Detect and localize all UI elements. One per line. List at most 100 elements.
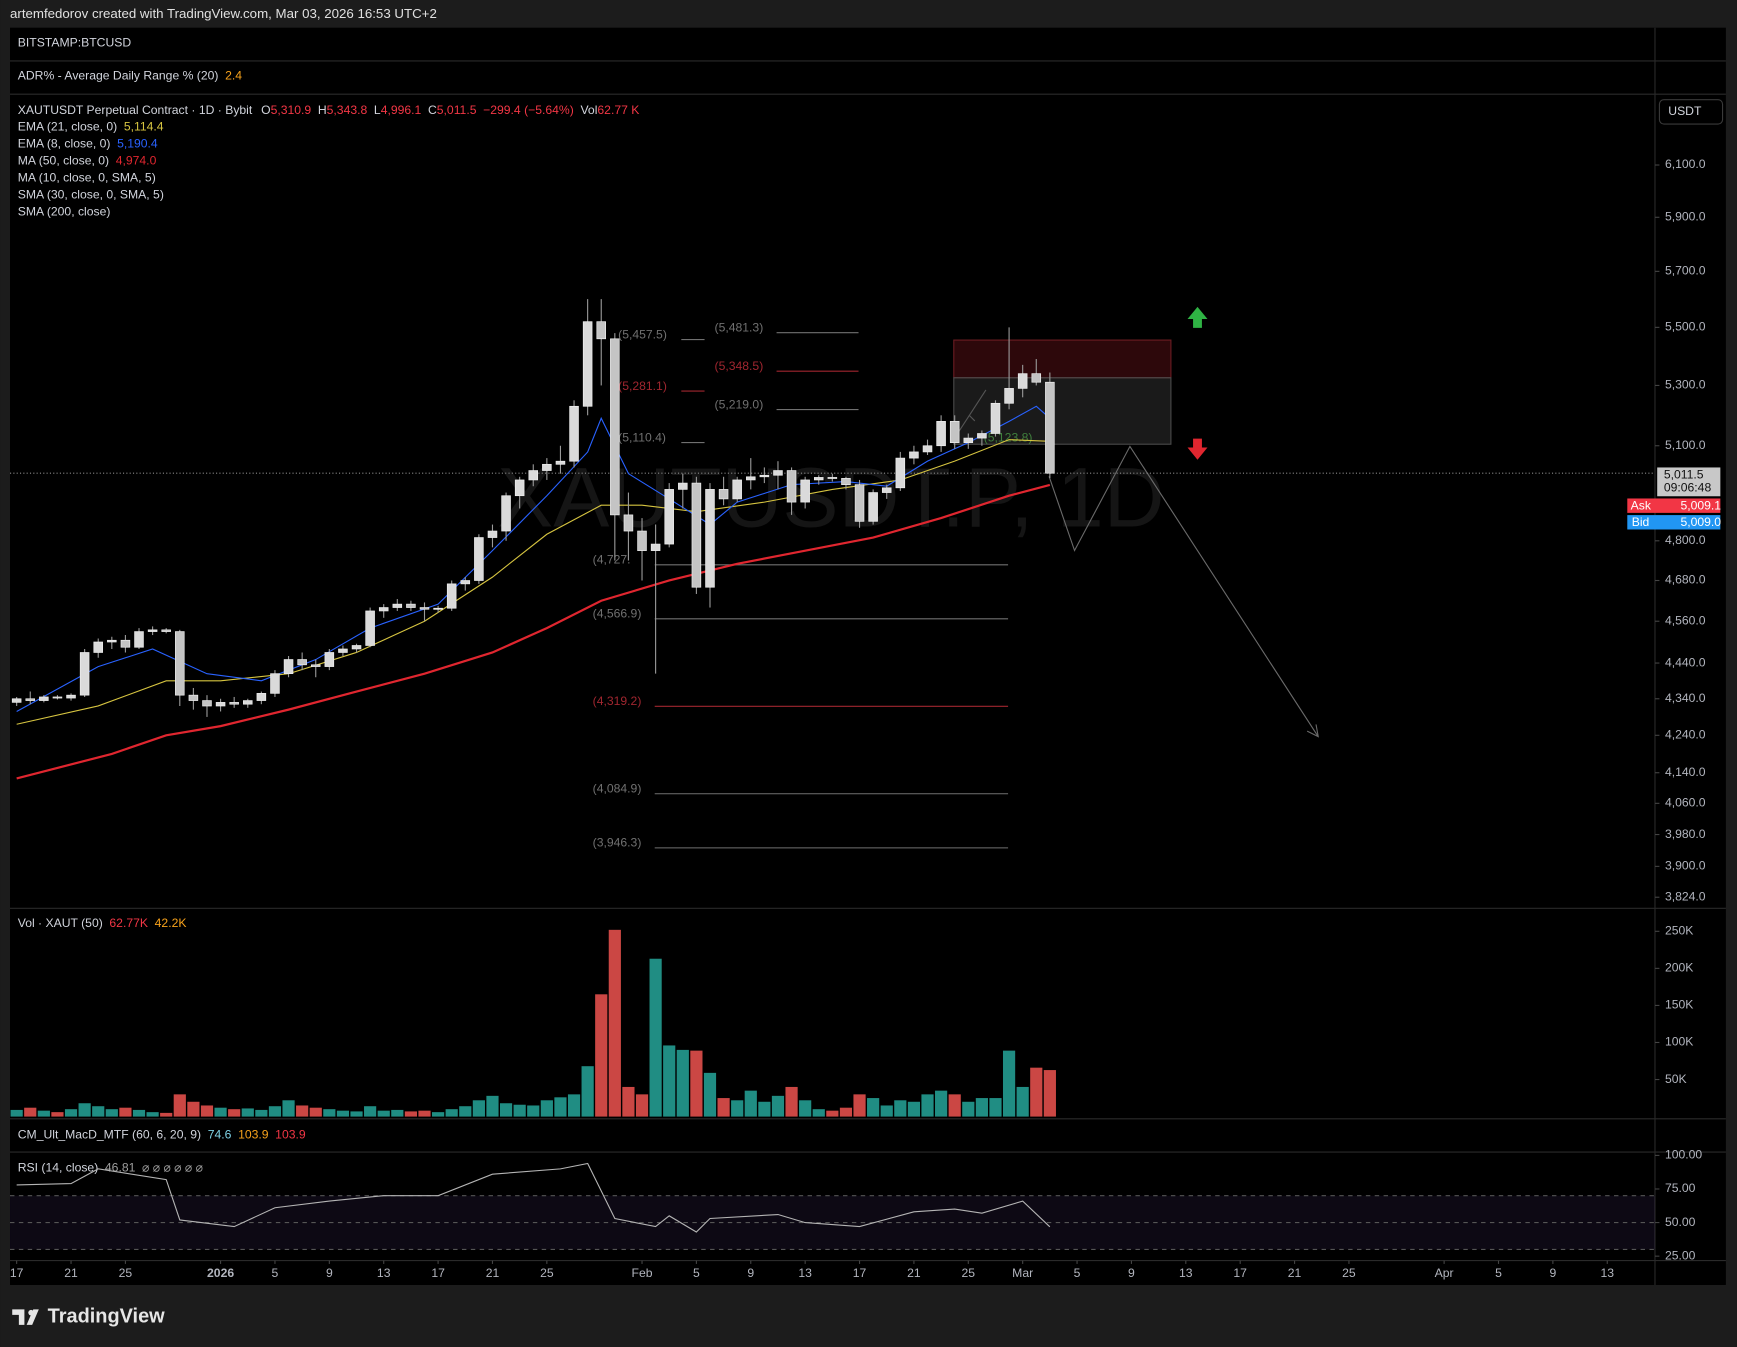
- x-tick-label: 13: [377, 1266, 391, 1280]
- quote-value: 5,011.5: [437, 103, 477, 117]
- candle-body: [746, 476, 756, 481]
- fib-label: (4,727.: [593, 553, 631, 567]
- candle-body: [569, 405, 579, 462]
- currency-label[interactable]: USDT: [1668, 104, 1702, 118]
- quote-title: XAUTUSDT Perpetual Contract · 1D · Bybit: [18, 103, 253, 117]
- indicator-legend: EMA (21, close, 0) 5,114.4: [18, 120, 164, 134]
- quote-value: 5,343.8: [327, 103, 368, 117]
- volume-bar: [880, 1105, 893, 1117]
- candle-body: [175, 631, 185, 696]
- volume-bar: [649, 958, 662, 1117]
- x-tick-label: 21: [64, 1266, 78, 1280]
- volume-bar: [10, 1109, 23, 1117]
- y-tick-label: 4,800.0: [1665, 533, 1706, 547]
- y-tick-label: 100K: [1665, 1035, 1693, 1049]
- volume-bar: [758, 1101, 771, 1117]
- candle-body: [243, 700, 253, 705]
- candle-body: [623, 514, 634, 532]
- ask-price: 5,009.1: [1680, 498, 1721, 512]
- candle-body: [922, 445, 933, 453]
- volume-bar: [132, 1109, 146, 1117]
- candle-body: [718, 489, 729, 500]
- candle-body: [229, 702, 239, 705]
- candle-body: [256, 693, 267, 701]
- up-arrow: [1187, 306, 1208, 328]
- candle-body: [310, 664, 321, 667]
- volume-bar: [635, 1094, 649, 1117]
- macd-value: 103.9: [275, 1128, 306, 1142]
- volume-bar: [404, 1111, 417, 1117]
- volume-bar: [935, 1090, 948, 1117]
- volume-bar: [676, 1049, 689, 1117]
- bid-label: Bid: [1632, 515, 1650, 529]
- volume-bar: [309, 1107, 322, 1117]
- currency-button[interactable]: [1658, 99, 1724, 125]
- chart-area: [10, 27, 1726, 1285]
- rsi-band-fill: [10, 1195, 1655, 1250]
- y-tick-label: 75.00: [1665, 1181, 1696, 1195]
- candle-body: [378, 607, 389, 612]
- y-tick-label: 4,680.0: [1665, 573, 1706, 587]
- credit: artemfedorov created with TradingView.co…: [10, 6, 437, 21]
- volume-bar: [160, 1112, 173, 1117]
- volume-bar: [336, 1110, 350, 1117]
- volume-value: 62.77K: [109, 916, 148, 930]
- indicator-name: MA (50, close, 0): [18, 154, 109, 168]
- x-tick-label: 5: [693, 1266, 700, 1280]
- x-tick-label: 13: [1179, 1266, 1193, 1280]
- y-tick-label: 4,560.0: [1665, 613, 1706, 627]
- x-tick-label: 13: [1600, 1266, 1614, 1280]
- quote-key: L: [374, 103, 381, 117]
- x-tick-label: 25: [540, 1266, 554, 1280]
- candle-body: [365, 610, 375, 646]
- volume-bar: [486, 1095, 499, 1117]
- candle-body: [147, 629, 158, 632]
- volume-bar: [499, 1103, 513, 1117]
- y-tick-label: 5,900.0: [1665, 210, 1706, 224]
- countdown: 09:06:48: [1664, 481, 1712, 495]
- x-tick-label: Mar: [1012, 1266, 1033, 1280]
- indicator-name: EMA (8, close, 0): [18, 137, 111, 151]
- candle-body: [542, 463, 552, 471]
- x-tick-label: 17: [1233, 1266, 1247, 1280]
- fib-label: (4,319.2): [593, 694, 642, 708]
- candle-body: [419, 607, 430, 610]
- quote-key: Vol: [580, 103, 597, 117]
- candle-body: [93, 641, 103, 653]
- candle-body: [66, 694, 76, 699]
- down-arrow: [1187, 438, 1208, 460]
- volume-bar: [364, 1106, 377, 1117]
- volume-bar: [146, 1112, 159, 1117]
- candle-body: [433, 607, 443, 610]
- volume-bar: [119, 1107, 132, 1117]
- indicator-value: 5,190.4: [117, 137, 158, 151]
- indicator-legend: SMA (200, close): [18, 204, 111, 218]
- x-tick-label: 21: [907, 1266, 921, 1280]
- volume-bar: [527, 1105, 540, 1117]
- quote-value: 62.77 K: [597, 103, 639, 117]
- volume-bar: [418, 1110, 431, 1117]
- volume-bar: [663, 1045, 676, 1117]
- candle-body: [351, 645, 362, 650]
- volume-bar: [282, 1100, 295, 1117]
- volume-title: Vol · XAUT (50): [18, 916, 103, 930]
- candle-body: [773, 470, 783, 476]
- volume-bar: [554, 1097, 567, 1117]
- bid-box: [1627, 515, 1721, 530]
- volume-bar: [391, 1109, 404, 1117]
- volume-bar: [839, 1107, 853, 1117]
- candle-body: [52, 696, 63, 699]
- volume-bar: [214, 1107, 227, 1117]
- x-tick-label: 13: [798, 1266, 812, 1280]
- candle-body: [79, 652, 90, 696]
- indicator-value: 4,974.0: [116, 154, 157, 168]
- y-tick-label: 5,300.0: [1665, 378, 1706, 392]
- volume-bar: [187, 1101, 200, 1117]
- volume-bar: [540, 1100, 553, 1117]
- volume-bar: [622, 1086, 635, 1117]
- volume-bar: [826, 1110, 839, 1117]
- volume-bar: [581, 1066, 594, 1117]
- volume-bar: [350, 1111, 363, 1117]
- volume-bar: [975, 1098, 988, 1117]
